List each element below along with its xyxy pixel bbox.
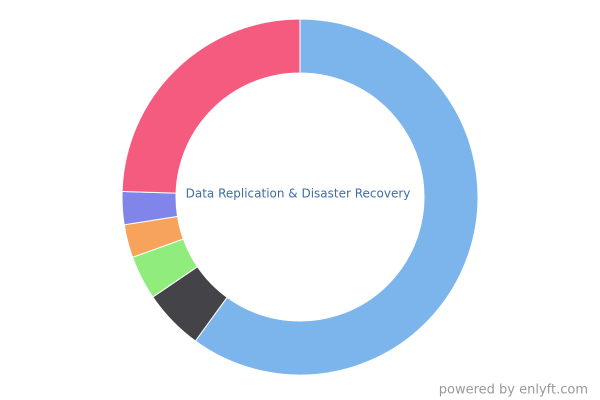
slice [121,18,301,194]
credit: powered by enlyft.com [439,383,588,398]
donut [121,18,479,376]
slice [194,18,479,376]
center-label: Data Replication & Disaster Recovery [186,187,411,201]
